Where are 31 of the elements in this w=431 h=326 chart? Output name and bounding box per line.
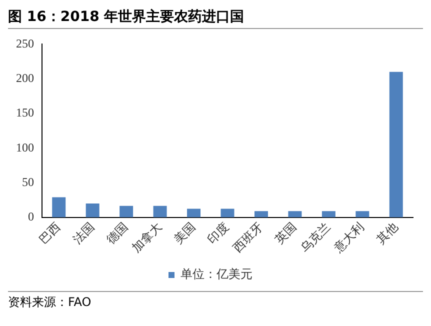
x-tick-label: 印度 — [204, 220, 232, 247]
bar — [153, 206, 167, 218]
y-tick-label: 50 — [22, 174, 34, 189]
x-tick-label: 巴西 — [36, 220, 64, 247]
y-tick-label: 100 — [16, 140, 34, 154]
bar — [356, 211, 370, 218]
bar — [187, 208, 201, 218]
bar — [120, 206, 134, 218]
x-tick-label: 法国 — [70, 220, 97, 247]
bar — [86, 204, 100, 218]
bar — [52, 197, 66, 218]
text: 资料来源：FAO — [8, 295, 92, 309]
y-tick-label: 0 — [28, 210, 34, 224]
bar — [254, 211, 268, 218]
y-tick-label: 150 — [16, 106, 34, 120]
x-tick-label: 德国 — [104, 220, 131, 247]
y-tick-label: 250 — [16, 36, 34, 50]
x-tick-label: 西班牙 — [230, 220, 266, 256]
bar — [220, 208, 234, 218]
y-tick-label: 200 — [16, 70, 34, 85]
x-tick-label: 其他 — [374, 220, 400, 247]
bar — [288, 211, 302, 218]
x-tick-label: 加拿大 — [129, 220, 164, 256]
x-tick-label: 英国 — [272, 220, 300, 247]
x-tick-label: 意大利 — [330, 220, 367, 256]
bar — [389, 72, 403, 218]
bar — [322, 211, 336, 218]
chart-title: 图 16：2018 年世界主要农药进口国 — [8, 8, 423, 29]
x-tick-label: 乌克兰 — [298, 220, 334, 256]
x-tick-label: 美国 — [171, 220, 198, 247]
legend-label: 单位：亿美元 — [180, 267, 252, 282]
